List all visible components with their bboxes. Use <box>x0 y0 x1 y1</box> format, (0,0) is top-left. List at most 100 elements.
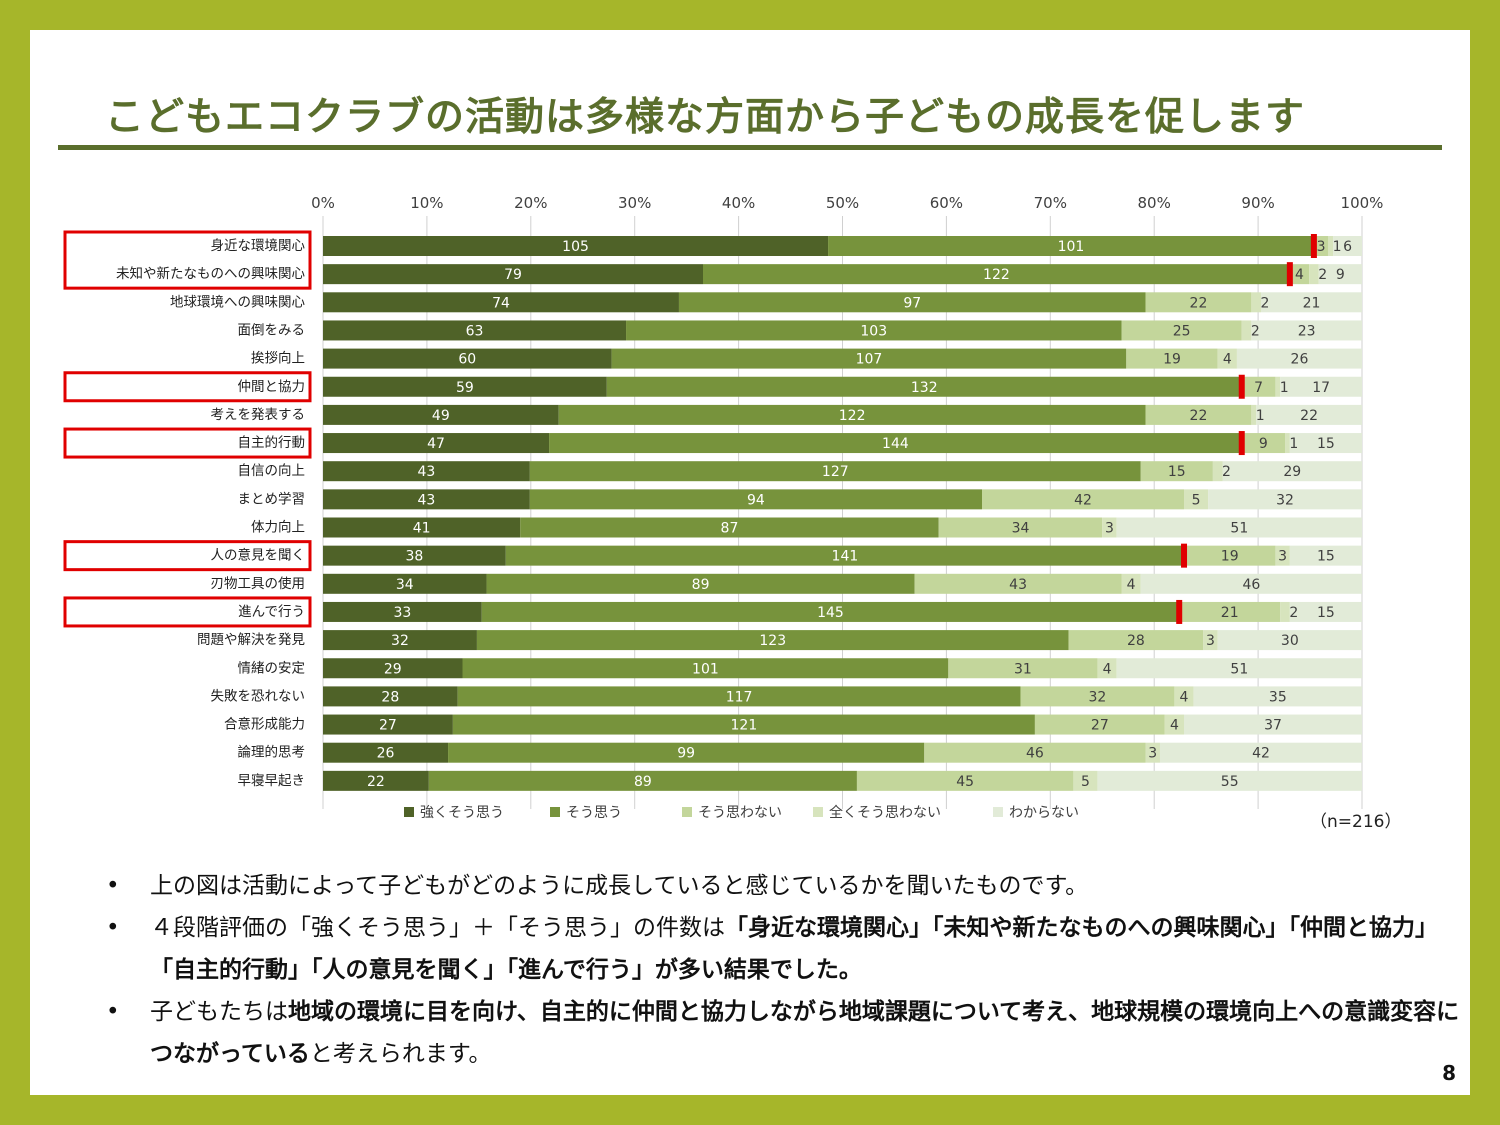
bar-segment <box>1289 433 1362 454</box>
sample-size-note: （n=216） <box>1310 812 1402 832</box>
x-axis-ticks: 0% 10% 20% 30% 40% 50% 60% 70% 80% 90% 100% <box>311 194 1383 212</box>
data-label: 1 <box>1256 408 1265 424</box>
bar-segment <box>529 461 1141 482</box>
bar-segment <box>1159 742 1362 763</box>
category-label: 刃物工具の使用 <box>211 575 306 592</box>
category-label: 早寝早起き <box>238 772 306 789</box>
data-label: 117 <box>726 689 753 705</box>
data-label: 2 <box>1318 267 1327 283</box>
bar-segment <box>1116 658 1362 679</box>
highlight-marker <box>1238 374 1245 399</box>
bar-segment <box>1289 545 1362 566</box>
bar-segment <box>1140 461 1213 482</box>
bar-segment <box>323 376 607 397</box>
highlight-marker <box>1286 262 1293 287</box>
data-label: 144 <box>882 436 909 452</box>
data-label: 89 <box>692 577 710 593</box>
x-tick-label: 100% <box>1341 194 1384 212</box>
bar-segment <box>981 489 1185 510</box>
bar-segment <box>323 658 463 679</box>
data-label: 25 <box>1173 323 1191 339</box>
slide: こどもエコクラブの活動は多様な方面から子どもの成長を促します 0% 10% 20% 3… <box>30 30 1470 1095</box>
bar-segment <box>520 517 939 538</box>
data-label: 145 <box>817 605 844 621</box>
bar-segment <box>1313 236 1329 256</box>
bar-segment <box>1145 742 1160 763</box>
bar-segment <box>1328 236 1334 256</box>
data-label: 49 <box>432 408 450 424</box>
bar-segment <box>1140 573 1362 594</box>
bar-segment <box>486 573 915 594</box>
bullet-emphasis: 「身近な環境関心」「未知や新たなものへの興味関心」「仲間と協力」「自主的行動」「… <box>150 915 1438 983</box>
data-label: 121 <box>731 718 758 734</box>
data-label: 47 <box>427 436 445 452</box>
data-label: 7 <box>1254 380 1263 396</box>
data-label: 101 <box>1058 239 1085 255</box>
data-label: 123 <box>759 633 786 649</box>
bar-segment <box>323 517 521 538</box>
data-label: 38 <box>405 549 423 565</box>
data-label: 34 <box>396 577 414 593</box>
data-label: 15 <box>1168 464 1186 480</box>
bar-segment <box>452 714 1035 735</box>
title-rule <box>58 145 1442 150</box>
data-label: 45 <box>956 774 974 790</box>
bar-segment <box>323 601 482 622</box>
highlight-markers <box>63 230 1317 628</box>
legend-label: 強くそう思う <box>420 805 504 821</box>
data-label: 122 <box>983 267 1010 283</box>
page-title: こどもエコクラブの活動は多様な方面から子どもの成長を促します <box>105 95 1306 140</box>
data-label: 15 <box>1317 436 1335 452</box>
data-label: 3 <box>1317 239 1326 255</box>
bar-segment <box>1217 630 1362 651</box>
bar-segment <box>428 770 857 791</box>
bar-segment <box>1309 264 1319 285</box>
bar-segment <box>856 770 1074 791</box>
bar-segment <box>828 236 1314 256</box>
data-label: 26 <box>1291 352 1309 368</box>
bar-segment <box>1034 714 1165 735</box>
bar-segment <box>448 742 925 763</box>
bar-segment <box>1121 320 1242 341</box>
bar-segment <box>1318 264 1362 285</box>
data-label: 127 <box>822 464 849 480</box>
x-tick-label: 30% <box>618 194 651 212</box>
data-label: 35 <box>1269 689 1287 705</box>
bullet-dot: • <box>106 873 120 899</box>
bar-segment <box>1179 601 1281 622</box>
page-number: 8 <box>1442 1061 1456 1085</box>
data-label: 28 <box>1127 633 1145 649</box>
bar-segment <box>323 545 506 566</box>
bar-segment <box>1241 320 1252 341</box>
data-label: 4 <box>1295 267 1304 283</box>
data-label: 63 <box>466 323 484 339</box>
bar-segment <box>611 348 1127 369</box>
bar-segment <box>678 292 1146 313</box>
data-label: 2 <box>1261 295 1270 311</box>
bar-segment <box>1097 770 1362 791</box>
bar-segment <box>1193 686 1362 707</box>
bullet-item: • ４段階評価の「強くそう思う」＋「そう思う」の件数は「身近な環境関心」「未知や新… <box>66 907 1466 991</box>
bullet-text: 子どもたちは <box>150 999 288 1025</box>
bar-segment <box>606 376 1242 397</box>
legend-swatch <box>682 807 692 817</box>
bar-segment <box>1068 630 1204 651</box>
data-label: 3 <box>1278 549 1287 565</box>
bullet-dot: • <box>106 999 120 1025</box>
data-label: 107 <box>856 352 883 368</box>
data-label: 29 <box>384 661 402 677</box>
bar-segment <box>323 714 453 735</box>
data-label: 99 <box>677 746 695 762</box>
data-label: 3 <box>1105 521 1114 537</box>
data-label: 27 <box>1091 718 1109 734</box>
bullet-text: と考えられます。 <box>309 1041 492 1067</box>
bar-segment <box>323 573 487 594</box>
bar-segment <box>1260 292 1362 313</box>
data-label: 79 <box>504 267 522 283</box>
data-label: 5 <box>1081 774 1090 790</box>
category-label: 挨拶向上 <box>251 351 305 367</box>
x-tick-label: 90% <box>1241 194 1274 212</box>
data-label: 60 <box>458 352 476 368</box>
bar-segment <box>1184 489 1209 510</box>
